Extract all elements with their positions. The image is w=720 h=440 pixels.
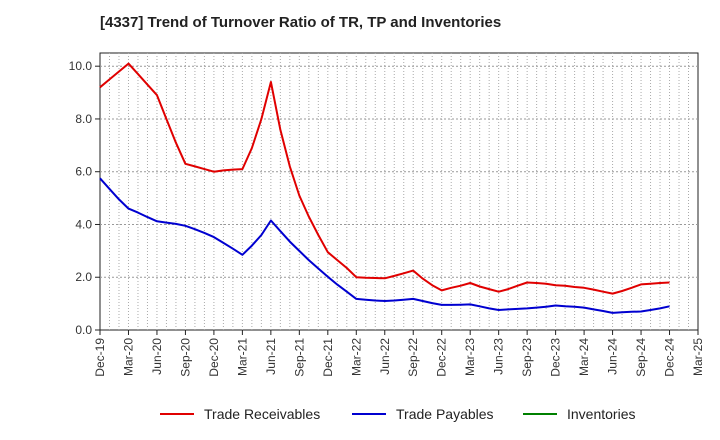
- x-tick-label: Dec-24: [663, 338, 677, 377]
- y-axis: 0.0 2.0 4.0 6.0 8.0 10.0: [69, 59, 100, 337]
- x-tick-label: Jun-20: [150, 338, 164, 375]
- x-tick-label: Sep-23: [520, 338, 534, 377]
- legend-label-inventories: Inventories: [567, 406, 635, 422]
- grid: [100, 53, 698, 330]
- y-tick-label: 2.0: [75, 270, 92, 284]
- x-tick-label: Sep-20: [178, 338, 192, 377]
- x-tick-label: Dec-20: [207, 338, 221, 377]
- x-tick-label: Dec-22: [435, 338, 449, 377]
- y-tick-label: 10.0: [69, 59, 93, 73]
- x-tick-label: Jun-21: [264, 338, 278, 375]
- x-axis: Dec-19 Mar-20 Jun-20 Sep-20 Dec-20 Mar-21 Jun-…: [93, 330, 705, 377]
- x-tick-label: Dec-23: [549, 338, 563, 377]
- x-tick-label: Jun-23: [492, 338, 506, 375]
- legend: Trade Receivables Trade Payables Inventori…: [160, 406, 635, 422]
- x-tick-label: Mar-21: [235, 338, 249, 376]
- legend-label-trade-payables: Trade Payables: [396, 406, 494, 422]
- x-tick-label: Sep-24: [634, 338, 648, 377]
- x-tick-label: Sep-22: [406, 338, 420, 377]
- x-tick-label: Mar-20: [121, 338, 135, 376]
- series-layer: [99, 62, 670, 314]
- y-tick-label: 8.0: [75, 112, 92, 126]
- x-tick-label: Sep-21: [292, 338, 306, 377]
- x-tick-label: Dec-19: [93, 338, 107, 377]
- series-line-trade-receivables: [99, 62, 670, 295]
- y-tick-label: 4.0: [75, 217, 92, 231]
- y-tick-label: 0.0: [75, 323, 92, 337]
- x-tick-label: Mar-23: [463, 338, 477, 376]
- x-tick-label: Mar-22: [349, 338, 363, 376]
- x-tick-label: Mar-24: [577, 338, 591, 376]
- plot-area: [99, 52, 699, 331]
- x-tick-label: Mar-25: [691, 338, 705, 376]
- legend-label-trade-receivables: Trade Receivables: [204, 406, 320, 422]
- x-tick-label: Jun-22: [378, 338, 392, 375]
- chart-title: [4337] Trend of Turnover Ratio of TR, TP…: [100, 14, 502, 31]
- x-tick-label: Dec-21: [321, 338, 335, 377]
- series-line-trade-payables: [99, 177, 670, 314]
- x-tick-label: Jun-24: [606, 338, 620, 375]
- y-tick-label: 6.0: [75, 165, 92, 179]
